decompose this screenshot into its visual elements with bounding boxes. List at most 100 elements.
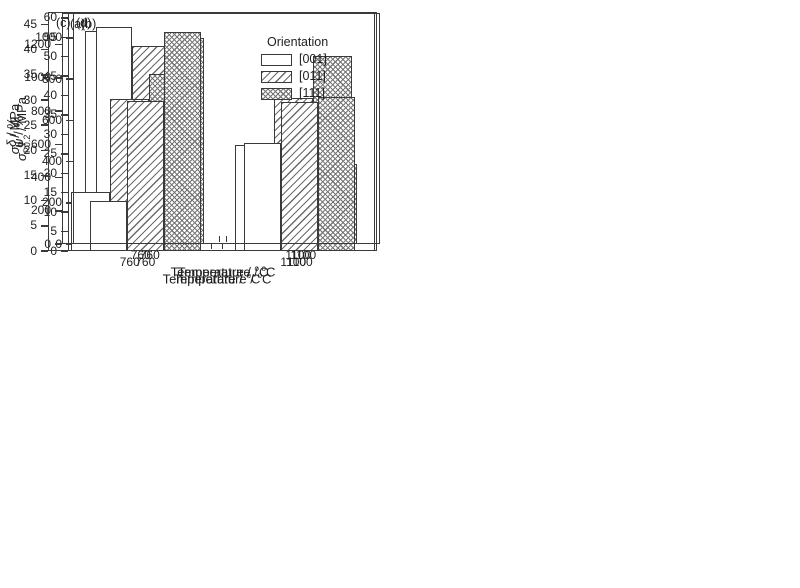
y-tick-label: 800 — [30, 103, 51, 118]
x-category-label: 1100 — [290, 248, 317, 262]
y-tick-mark — [66, 37, 73, 39]
legend-label-111: [111] — [299, 86, 325, 100]
y-tick-mark — [66, 119, 73, 121]
y-tick-mark — [41, 174, 48, 177]
degree-superscript: o — [254, 264, 259, 273]
bar-[001]-1100 — [244, 142, 282, 251]
y-tick-label: 200 — [30, 203, 51, 218]
bar-[011]-760 — [126, 100, 164, 251]
bar-[001]-760 — [89, 201, 127, 251]
y-tick-mark — [61, 133, 68, 136]
legend-swatch-111-icon — [261, 87, 292, 100]
x-tick-mark — [225, 236, 228, 243]
x-axis-unit: C — [261, 271, 272, 287]
y-tick-label: 25 — [23, 117, 37, 132]
bar-[011]-1100 — [281, 102, 319, 251]
y-tick-mark — [61, 211, 68, 213]
y-tick-label: 55 — [43, 29, 57, 44]
y-tick-label: 1000 — [24, 70, 51, 85]
y-tick-label: 200 — [41, 195, 62, 210]
x-axis-text: Temperature / — [177, 264, 262, 280]
y-tick-label: 45 — [43, 68, 57, 83]
x-category-label: 1100 — [280, 255, 307, 269]
legend-label-011: [011] — [299, 69, 326, 83]
y-tick-label: 20 — [23, 142, 37, 157]
y-tick-label: 40 — [23, 42, 37, 57]
legend-label-001: [001] — [299, 52, 327, 66]
y-tick-mark — [61, 250, 68, 252]
y-tick-mark — [61, 94, 68, 97]
y-tick-mark — [41, 149, 48, 152]
panel-tag-c: (c) — [56, 16, 71, 30]
y-tick-label: 600 — [41, 112, 62, 127]
y-tick-label: 15 — [43, 185, 57, 200]
y-axis-label-d: ψ / % — [11, 116, 29, 148]
y-tick-mark — [66, 78, 73, 80]
sigma-symbol: σ — [14, 152, 30, 161]
y-tick-mark — [66, 243, 73, 245]
y-tick-mark — [61, 230, 68, 233]
x-category-label: 760 — [139, 248, 160, 262]
legend-title: Orientation — [267, 35, 329, 49]
y-tick-label: 1200 — [24, 37, 51, 52]
y-tick-mark — [55, 176, 62, 179]
x-tick-mark — [210, 243, 213, 250]
y-tick-mark — [66, 160, 73, 163]
legend: Orientation [001] [011] [111] — [261, 35, 328, 100]
y-tick-label: 50 — [43, 49, 57, 64]
legend-item-011: [011] — [261, 70, 328, 83]
y-tick-mark — [55, 243, 62, 245]
degree-superscript: o — [257, 271, 262, 280]
y-tick-mark — [41, 250, 48, 252]
y-tick-mark — [55, 210, 62, 212]
degree-superscript: o — [246, 271, 251, 280]
panel-tag-d: (d) — [76, 16, 92, 30]
degree-superscript: o — [261, 264, 266, 273]
x-axis-label-c: Temperature / oC — [163, 271, 261, 286]
y-tick-label: 10 — [43, 204, 57, 219]
x-axis-label-d: Temperature / oC — [174, 271, 272, 286]
y-tick-label: 30 — [43, 126, 57, 141]
y-tick-label: 400 — [30, 170, 51, 185]
x-axis-text: Temperature / — [170, 264, 255, 280]
x-category-label: 1100 — [286, 255, 313, 269]
legend-item-001: [001] — [261, 53, 328, 66]
x-axis-label-a: Temperature / oC — [171, 264, 269, 279]
y-tick-mark — [61, 55, 68, 58]
legend-swatch-001-icon — [261, 53, 292, 66]
x-axis-text: Temperature / — [162, 271, 247, 287]
y-tick-mark — [41, 48, 48, 51]
panel-tag-b: (b) — [81, 17, 97, 31]
y-tick-label: 35 — [43, 107, 57, 122]
y-tick-mark — [41, 99, 48, 101]
x-category-label: 760 — [135, 255, 156, 269]
y-tick-label: 45 — [23, 17, 37, 32]
x-tick-mark — [221, 243, 224, 250]
bar-[111]-1100 — [318, 97, 356, 251]
y-tick-label: 0 — [30, 243, 37, 258]
y-tick-label: 60 — [43, 10, 57, 25]
y-tick-label: 30 — [23, 92, 37, 107]
y-tick-label: 0 — [44, 236, 51, 251]
y-tick-label: 35 — [23, 67, 37, 82]
y-tick-label: 400 — [41, 154, 62, 168]
x-axis-text: Temperature / — [173, 271, 258, 287]
legend-swatch-011-icon — [261, 70, 292, 83]
bar-[111]-760 — [163, 31, 201, 251]
x-axis-label-b: Temperature / oC — [178, 264, 276, 279]
y-axis-unit: / % — [11, 115, 27, 138]
y-tick-mark — [41, 124, 48, 126]
y-tick-mark — [55, 143, 62, 146]
x-category-label: 760 — [119, 255, 140, 269]
y-tick-label: 0 — [50, 243, 57, 258]
y-tick-mark — [61, 172, 68, 175]
y-tick-mark — [61, 153, 68, 155]
y-tick-mark — [55, 110, 62, 112]
x-axis-unit: C — [265, 264, 276, 280]
y-tick-label: 15 — [23, 168, 37, 183]
y-tick-mark — [61, 36, 68, 38]
x-category-label: 760 — [130, 248, 151, 262]
y-tick-label: 10 — [23, 193, 37, 208]
y-tick-label: 5 — [50, 224, 57, 239]
y-tick-mark — [41, 225, 48, 227]
